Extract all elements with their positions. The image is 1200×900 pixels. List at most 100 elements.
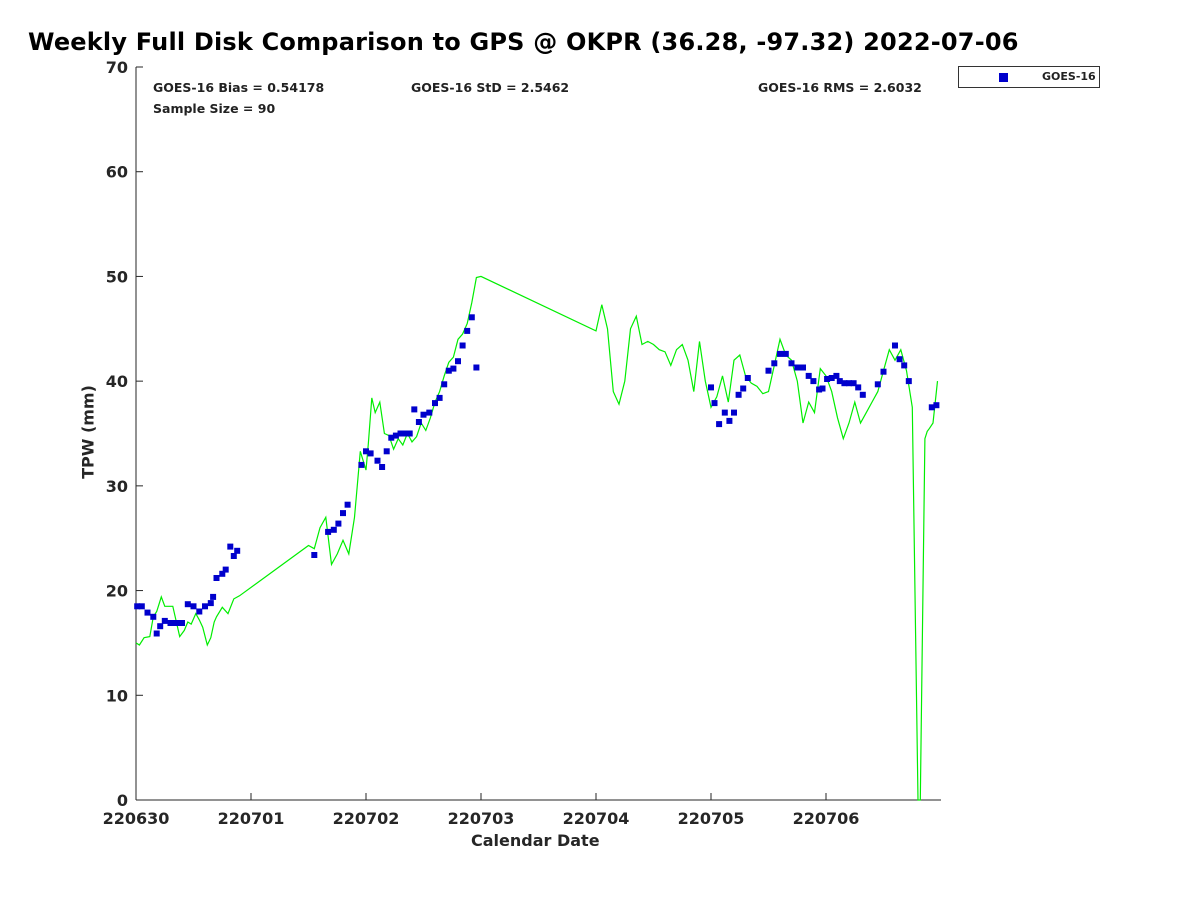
goes16-data-point — [859, 391, 866, 398]
goes16-data-point — [450, 365, 457, 372]
goes16-data-point — [420, 411, 427, 418]
goes16-data-point — [392, 432, 399, 439]
goes16-data-point — [782, 350, 789, 357]
goes16-data-point — [388, 434, 395, 441]
goes16-data-point — [905, 378, 912, 385]
bias-stat: GOES-16 Bias = 0.54178 — [153, 80, 325, 95]
goes16-data-point — [190, 603, 197, 610]
goes16-data-point — [765, 367, 772, 374]
goes16-data-point — [436, 394, 443, 401]
goes16-data-point — [230, 553, 237, 559]
goes16-data-point — [432, 400, 438, 407]
goes16-data-point — [445, 367, 452, 374]
y-tick-label: 70 — [106, 58, 128, 77]
goes16-data-point — [144, 609, 151, 616]
legend-marker — [999, 73, 1008, 82]
goes16-data-point — [184, 601, 191, 608]
goes16-data-point — [855, 384, 862, 391]
goes16-data-point — [374, 457, 381, 464]
goes16-data-point — [731, 409, 737, 416]
x-tick-label: 220630 — [103, 809, 170, 828]
legend-label: GOES-16 — [1042, 70, 1096, 83]
goes16-data-point — [711, 400, 718, 407]
goes16-data-point — [788, 360, 795, 367]
goes16-data-point — [708, 384, 714, 391]
goes16-data-point — [721, 409, 728, 416]
goes16-data-point — [744, 375, 751, 381]
goes16-data-point — [397, 430, 404, 437]
chart-title: Weekly Full Disk Comparison to GPS @ OKP… — [28, 28, 1019, 56]
goes16-data-point — [880, 368, 887, 375]
goes16-data-point — [933, 402, 940, 409]
goes16-data-point — [833, 372, 840, 379]
y-tick-label: 40 — [106, 372, 128, 391]
goes16-data-point — [810, 378, 817, 385]
goes16-data-point — [896, 356, 903, 363]
goes16-data-point — [726, 417, 733, 424]
goes16-data-point — [161, 617, 168, 624]
goes16-data-point — [210, 593, 217, 600]
goes16-data-point — [383, 448, 390, 455]
goes16-data-point — [426, 409, 433, 416]
goes16-data-point — [415, 419, 422, 425]
goes16-data-point — [473, 364, 480, 371]
goes16-data-point — [850, 380, 857, 387]
goes16-data-point — [196, 608, 203, 615]
y-tick-label: 20 — [106, 582, 128, 601]
goes16-data-point — [340, 510, 346, 517]
goes16-data-point — [227, 543, 234, 550]
goes16-data-point — [841, 380, 848, 387]
goes16-data-point — [213, 575, 220, 581]
goes16-data-point — [179, 620, 185, 626]
goes16-data-point — [219, 570, 226, 577]
y-axis-title: TPW (mm) — [78, 385, 98, 479]
x-tick-label: 220705 — [678, 809, 745, 828]
sample-size-stat: Sample Size = 90 — [153, 101, 276, 116]
goes16-data-point — [819, 385, 826, 392]
goes16-data-point — [777, 350, 783, 357]
goes16-data-point — [150, 613, 157, 620]
x-tick-label: 220701 — [218, 809, 285, 828]
y-tick-label: 50 — [106, 267, 128, 286]
goes16-data-point — [846, 380, 852, 387]
y-tick-label: 10 — [106, 686, 128, 705]
goes16-data-point — [367, 450, 374, 457]
goes16-data-point — [805, 372, 812, 379]
goes16-data-point — [874, 381, 881, 388]
goes16-data-point — [441, 381, 448, 388]
goes16-data-point — [402, 430, 409, 437]
goes16-data-point — [892, 342, 898, 349]
std-stat: GOES-16 StD = 2.5462 — [411, 80, 570, 95]
goes16-data-point — [468, 314, 475, 321]
goes16-data-point — [173, 620, 180, 626]
goes16-data-point — [134, 603, 141, 610]
goes16-data-point — [379, 464, 386, 470]
goes16-data-point — [735, 391, 742, 398]
legend: GOES-16 — [958, 66, 1100, 88]
goes16-data-point — [771, 360, 778, 367]
y-tick-label: 0 — [117, 791, 128, 810]
goes16-data-point — [330, 526, 337, 533]
goes16-data-point — [411, 406, 418, 413]
goes16-data-point — [363, 448, 369, 455]
goes16-data-point — [335, 520, 342, 527]
goes16-data-point — [406, 430, 413, 437]
goes16-data-point — [816, 386, 823, 393]
goes16-data-point — [836, 378, 843, 385]
goes16-data-point — [928, 404, 935, 411]
goes16-data-point — [157, 623, 164, 630]
goes16-data-point — [222, 566, 229, 573]
goes16-data-point — [358, 461, 365, 468]
x-tick-label: 220704 — [563, 809, 630, 828]
goes16-data-point — [234, 547, 241, 554]
x-tick-label: 220703 — [448, 809, 515, 828]
goes16-data-point — [740, 385, 747, 392]
goes16-data-point — [167, 620, 174, 626]
goes16-data-point — [138, 603, 145, 610]
goes16-data-point — [455, 358, 461, 365]
goes16-data-point — [325, 528, 332, 535]
y-tick-label: 60 — [106, 163, 128, 182]
goes16-data-point — [794, 364, 801, 371]
x-tick-label: 220702 — [333, 809, 400, 828]
